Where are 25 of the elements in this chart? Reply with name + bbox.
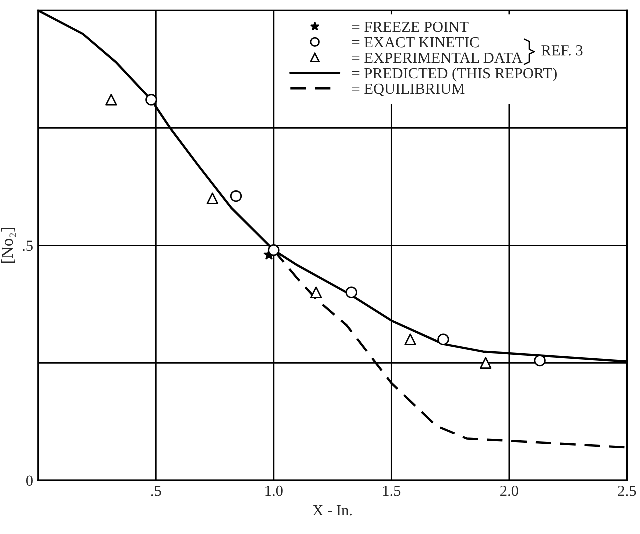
legend-label: = FREEZE POINT xyxy=(352,22,469,32)
y-tick-label: 0 xyxy=(26,476,33,486)
point xyxy=(438,334,450,346)
point xyxy=(206,192,219,204)
legend-label: = EXPERIMENTAL DATA xyxy=(352,52,523,64)
point xyxy=(310,286,322,298)
x-tick-label: 1.0 xyxy=(266,486,283,496)
point xyxy=(268,244,280,256)
point xyxy=(230,190,242,202)
x-tick-label: 2.0 xyxy=(500,486,518,496)
point xyxy=(346,286,358,298)
x-tick-label: .5 xyxy=(151,486,162,496)
point xyxy=(480,357,492,369)
y-axis-title: [No₂] xyxy=(1,228,16,264)
point xyxy=(534,354,546,367)
point xyxy=(404,334,416,346)
x-axis-title: X - In. xyxy=(312,505,352,516)
x-tick-label: 2.5 xyxy=(618,486,636,496)
point xyxy=(106,94,118,106)
annotation: REF. 3 xyxy=(542,45,583,56)
legend-label: = EXACT KINETIC xyxy=(352,37,479,48)
point xyxy=(146,94,158,106)
legend-label: = EQUILIBRIUM xyxy=(352,84,465,96)
legend-label: = PREDICTED (THIS REPORT) xyxy=(352,68,557,82)
x-tick-label: 1.5 xyxy=(383,486,401,496)
